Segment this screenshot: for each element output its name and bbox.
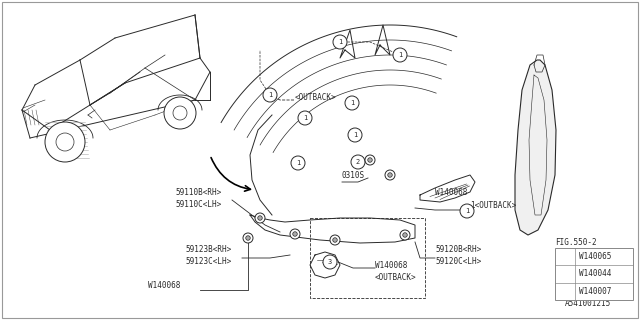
Circle shape <box>345 96 359 110</box>
Circle shape <box>298 111 312 125</box>
Text: 59110C<LH>: 59110C<LH> <box>175 200 221 209</box>
Text: <OUTBACK>: <OUTBACK> <box>295 93 337 102</box>
Text: 1: 1 <box>563 254 567 260</box>
Circle shape <box>400 230 410 240</box>
Circle shape <box>263 88 277 102</box>
Circle shape <box>559 268 572 281</box>
Text: 59110B<RH>: 59110B<RH> <box>175 188 221 197</box>
Circle shape <box>365 155 375 165</box>
Polygon shape <box>515 60 556 235</box>
Text: 0310S: 0310S <box>342 171 365 180</box>
Circle shape <box>330 235 340 245</box>
Text: W140007: W140007 <box>579 287 611 296</box>
Text: W140065: W140065 <box>579 252 611 261</box>
Text: 2: 2 <box>563 271 567 277</box>
Circle shape <box>559 250 572 263</box>
Circle shape <box>246 236 250 240</box>
Circle shape <box>385 170 395 180</box>
Circle shape <box>290 229 300 239</box>
Text: W140068: W140068 <box>435 188 467 197</box>
Text: 1: 1 <box>268 92 272 98</box>
Text: 3: 3 <box>328 259 332 265</box>
Circle shape <box>45 122 85 162</box>
Text: 59123C<LH>: 59123C<LH> <box>185 257 231 266</box>
Text: 1<OUTBACK>: 1<OUTBACK> <box>470 201 516 210</box>
Text: 1: 1 <box>353 132 357 138</box>
Circle shape <box>368 158 372 162</box>
Circle shape <box>348 128 362 142</box>
Circle shape <box>388 173 392 177</box>
Text: W140068: W140068 <box>148 281 180 290</box>
Circle shape <box>403 233 407 237</box>
Text: 59120C<LH>: 59120C<LH> <box>435 257 481 266</box>
Circle shape <box>255 213 265 223</box>
Text: W140044: W140044 <box>579 269 611 278</box>
Text: <OUTBACK>: <OUTBACK> <box>375 273 417 282</box>
Circle shape <box>164 97 196 129</box>
Text: 1: 1 <box>350 100 354 106</box>
Circle shape <box>333 238 337 242</box>
Text: 1: 1 <box>296 160 300 166</box>
Bar <box>555 248 633 300</box>
Text: A541001215: A541001215 <box>565 299 611 308</box>
Text: FIG.550-2: FIG.550-2 <box>555 238 596 247</box>
Circle shape <box>559 285 572 298</box>
Text: 1: 1 <box>465 208 469 214</box>
Circle shape <box>173 106 187 120</box>
Text: 1: 1 <box>303 115 307 121</box>
Text: 2: 2 <box>356 159 360 165</box>
Text: W140068: W140068 <box>375 261 408 270</box>
Circle shape <box>351 155 365 169</box>
Text: 3: 3 <box>563 288 567 294</box>
Text: 59120B<RH>: 59120B<RH> <box>435 245 481 254</box>
Text: 1: 1 <box>338 39 342 45</box>
Circle shape <box>258 216 262 220</box>
Text: 1: 1 <box>398 52 402 58</box>
Circle shape <box>393 48 407 62</box>
Circle shape <box>243 233 253 243</box>
Circle shape <box>460 204 474 218</box>
Text: 59123B<RH>: 59123B<RH> <box>185 245 231 254</box>
Circle shape <box>292 232 297 236</box>
Circle shape <box>323 255 337 269</box>
Circle shape <box>333 35 347 49</box>
Circle shape <box>56 133 74 151</box>
Circle shape <box>291 156 305 170</box>
Bar <box>310 218 425 298</box>
